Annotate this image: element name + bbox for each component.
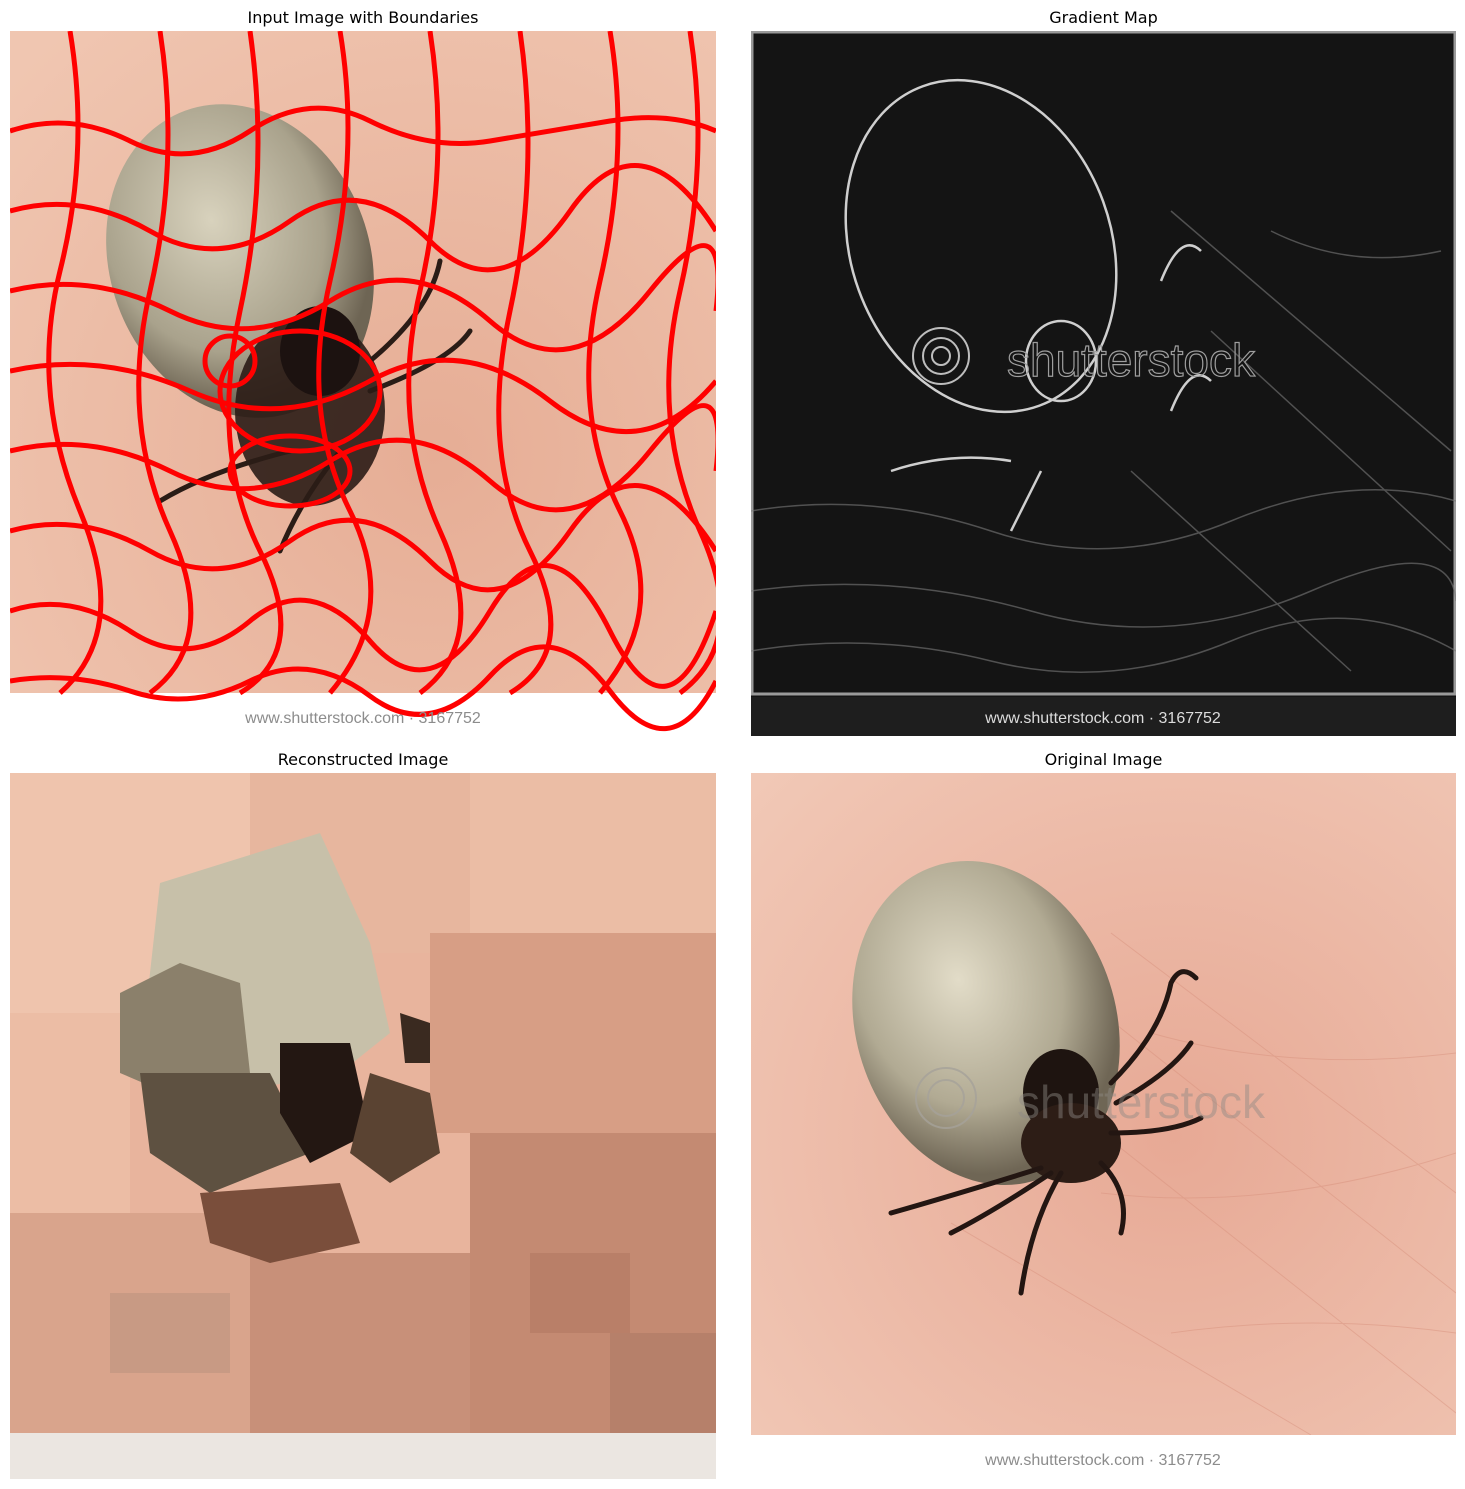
- watermark-footer-original: www.shutterstock.com · 3167752: [984, 1452, 1221, 1469]
- original-image: shutterstock www.shutterstock.com · 3167…: [751, 773, 1456, 1478]
- panel-title-input: Input Image with Boundaries: [247, 8, 479, 27]
- reconstructed-image: [10, 773, 716, 1479]
- watermark-footer-gradient: www.shutterstock.com · 3167752: [984, 710, 1221, 727]
- input-image-with-boundaries: www.shutterstock.com · 3167752: [10, 31, 716, 737]
- gradient-map: shutterstock www.shutterstock.com · 3167…: [751, 31, 1456, 736]
- watermark-text-original: shutterstock: [1017, 1076, 1266, 1128]
- watermark-footer: www.shutterstock.com · 3167752: [244, 710, 481, 727]
- watermark-text: shutterstock: [1007, 334, 1256, 386]
- panel-title-original: Original Image: [1044, 750, 1163, 769]
- panel-title-reconstructed: Reconstructed Image: [277, 750, 449, 769]
- panel-title-gradient: Gradient Map: [1049, 8, 1158, 27]
